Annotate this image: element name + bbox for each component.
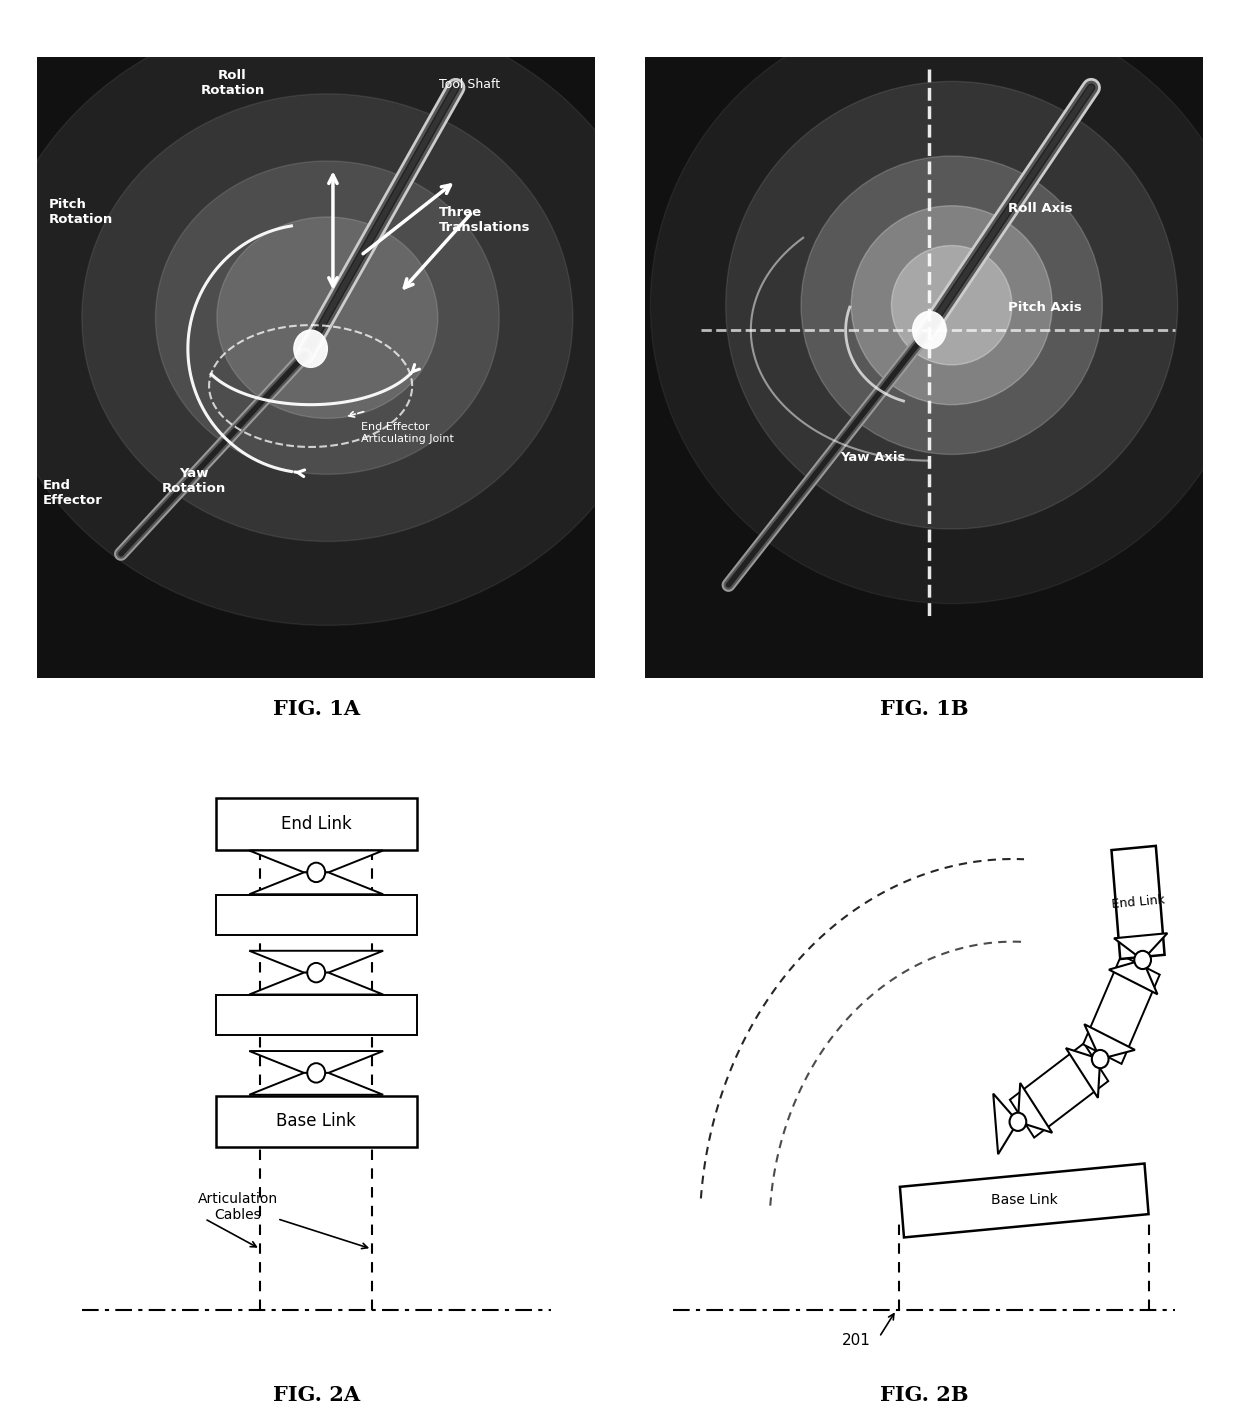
Text: 201: 201 bbox=[842, 1332, 870, 1348]
Polygon shape bbox=[249, 951, 383, 972]
Ellipse shape bbox=[82, 93, 573, 541]
Polygon shape bbox=[216, 798, 417, 849]
Circle shape bbox=[308, 1063, 325, 1082]
Polygon shape bbox=[249, 972, 383, 995]
Polygon shape bbox=[900, 1163, 1148, 1238]
Ellipse shape bbox=[852, 206, 1053, 404]
Text: Base Link: Base Link bbox=[991, 1194, 1058, 1208]
Polygon shape bbox=[993, 1094, 1018, 1154]
Circle shape bbox=[1135, 951, 1151, 969]
Ellipse shape bbox=[0, 10, 665, 626]
Text: End Link: End Link bbox=[1111, 893, 1166, 911]
Ellipse shape bbox=[651, 7, 1240, 603]
Polygon shape bbox=[1084, 1024, 1135, 1060]
Text: Yaw
Rotation: Yaw Rotation bbox=[161, 466, 226, 495]
Ellipse shape bbox=[801, 155, 1102, 455]
Circle shape bbox=[294, 331, 327, 367]
Text: FIG. 1B: FIG. 1B bbox=[879, 699, 968, 719]
Polygon shape bbox=[1083, 955, 1159, 1064]
Circle shape bbox=[913, 311, 946, 349]
Polygon shape bbox=[216, 1095, 417, 1147]
Polygon shape bbox=[249, 851, 383, 872]
Ellipse shape bbox=[892, 246, 1012, 365]
Polygon shape bbox=[1018, 1082, 1053, 1133]
Polygon shape bbox=[249, 872, 383, 894]
Text: Tool Shaft: Tool Shaft bbox=[439, 78, 500, 90]
Polygon shape bbox=[1009, 1043, 1109, 1137]
Text: End Effector
Articulating Joint: End Effector Articulating Joint bbox=[361, 422, 454, 444]
Text: End Link: End Link bbox=[280, 815, 352, 832]
Ellipse shape bbox=[155, 161, 500, 475]
Polygon shape bbox=[249, 1072, 383, 1095]
Text: Articulation
Cables: Articulation Cables bbox=[198, 1191, 278, 1222]
Text: Roll Axis: Roll Axis bbox=[1007, 202, 1073, 215]
Polygon shape bbox=[249, 1051, 383, 1072]
Text: Roll
Rotation: Roll Rotation bbox=[201, 69, 264, 97]
Polygon shape bbox=[1114, 933, 1167, 959]
Text: FIG. 1A: FIG. 1A bbox=[273, 699, 360, 719]
Polygon shape bbox=[1066, 1048, 1100, 1098]
Circle shape bbox=[308, 863, 325, 882]
Text: FIG. 2A: FIG. 2A bbox=[273, 1385, 360, 1405]
Text: Base Link: Base Link bbox=[277, 1112, 356, 1130]
Polygon shape bbox=[216, 995, 417, 1034]
Text: Pitch Axis: Pitch Axis bbox=[1007, 301, 1081, 315]
Circle shape bbox=[1009, 1112, 1027, 1130]
Polygon shape bbox=[216, 896, 417, 934]
Circle shape bbox=[1092, 1050, 1109, 1068]
Ellipse shape bbox=[217, 218, 438, 418]
Text: Pitch
Rotation: Pitch Rotation bbox=[48, 198, 113, 226]
Polygon shape bbox=[1111, 846, 1164, 959]
Text: End
Effector: End Effector bbox=[42, 479, 103, 507]
Polygon shape bbox=[1109, 959, 1157, 995]
Circle shape bbox=[308, 962, 325, 982]
Text: Yaw Axis: Yaw Axis bbox=[841, 451, 905, 463]
Text: FIG. 2B: FIG. 2B bbox=[879, 1385, 968, 1405]
Text: Three
Translations: Three Translations bbox=[439, 206, 531, 233]
Ellipse shape bbox=[725, 82, 1178, 528]
